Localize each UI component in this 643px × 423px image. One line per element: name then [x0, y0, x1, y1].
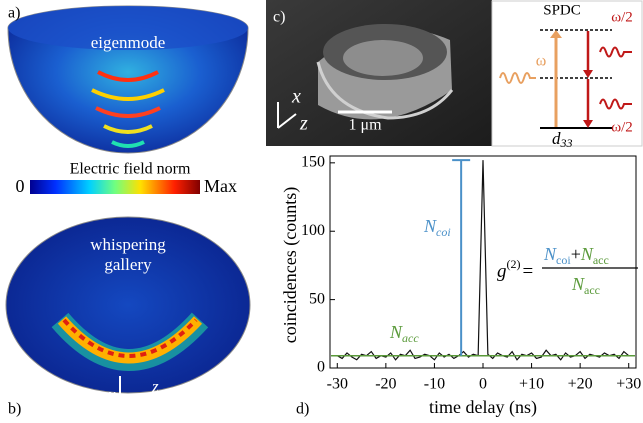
n-sub: coi — [556, 253, 571, 267]
panel-a: a) eigenmode — [7, 5, 249, 154]
y-axis-title: coincidences (counts) — [280, 187, 301, 343]
x-tick-label: -10 — [424, 376, 445, 393]
x-tick-label: +20 — [568, 376, 593, 393]
idler-label: ω/2 — [611, 119, 633, 135]
y-tick-label: 50 — [309, 290, 325, 307]
panel-title: whispering — [90, 235, 166, 254]
n-acc-label: Nacc — [389, 322, 419, 345]
x-tick-label: -20 — [375, 376, 396, 393]
y-tick-label: 0 — [317, 359, 325, 376]
g: g — [497, 261, 507, 282]
disk — [343, 40, 423, 76]
n-sub: acc — [402, 331, 419, 345]
whispering-map — [5, 216, 251, 394]
n-coi-label: Ncoi — [423, 216, 451, 239]
axes-icon — [119, 376, 148, 399]
axes-icon — [277, 102, 297, 129]
panel-title: gallery — [104, 255, 152, 274]
idler-wave — [599, 98, 632, 110]
pump-label: ω — [536, 53, 547, 70]
coincidence-trace — [336, 160, 630, 361]
coefficient: d33 — [552, 129, 573, 150]
n-base: N — [580, 244, 594, 264]
transitions — [550, 30, 593, 128]
signal-wave — [599, 46, 632, 58]
colorbar-min: 0 — [16, 176, 25, 196]
field-peaks — [62, 318, 198, 358]
colorbar-max: Max — [204, 176, 237, 196]
x-axis-title: time delay (ns) — [429, 397, 537, 418]
formula-denominator: Nacc — [571, 274, 600, 297]
field-hotspots — [91, 70, 165, 148]
energy-levels — [540, 29, 612, 129]
n-sub: acc — [584, 283, 600, 297]
n-sub: acc — [593, 253, 609, 267]
signal-label: ω/2 — [611, 9, 633, 25]
formula-lhs: g(2) = — [497, 257, 533, 283]
y-tick-label: 150 — [301, 154, 325, 171]
x-tick-label: +30 — [616, 376, 641, 393]
n-base: N — [389, 322, 403, 342]
formula-numerator: Ncoi+Nacc — [543, 244, 609, 267]
axis-z: z — [299, 113, 308, 135]
axis-x: x — [291, 86, 301, 108]
equals: = — [523, 261, 534, 282]
panel-b: whispering gallery x z b) — [5, 216, 251, 418]
n-base: N — [423, 216, 437, 236]
colorbar: Electric field norm 0 Max — [16, 161, 238, 196]
pump-wave — [499, 72, 536, 84]
x-tick-label: -30 — [327, 376, 348, 393]
ring-edge — [316, 61, 454, 120]
panel-label: c) — [273, 9, 285, 26]
n-base: N — [571, 274, 585, 294]
g-sup: (2) — [507, 257, 521, 271]
n-sub: coi — [436, 225, 451, 239]
panel-c: 1 μm x z c) SPDC ω ω/2 ω/2 d33 — [266, 0, 643, 150]
x-tick-label: +10 — [519, 376, 544, 393]
panel-label: a) — [8, 5, 20, 22]
coefficient-base: d — [552, 129, 561, 148]
axis-x: x — [107, 385, 116, 404]
top-face — [8, 6, 248, 50]
n-base: N — [543, 244, 557, 264]
colorbar-title: Electric field norm — [70, 161, 191, 178]
plus: + — [571, 244, 581, 264]
panel-title: eigenmode — [91, 33, 166, 52]
coefficient-sub: 33 — [560, 136, 573, 150]
y-tick-label: 100 — [301, 222, 325, 239]
panel-label: b) — [8, 401, 21, 418]
x-tick-label: 0 — [479, 376, 487, 393]
panel-d: d) time delay (ns) coincidences (counts)… — [280, 154, 641, 419]
process-label: SPDC — [543, 2, 581, 18]
axis-z: z — [151, 377, 159, 396]
scale-bar-label: 1 μm — [348, 117, 382, 134]
panel-label: d) — [296, 401, 309, 418]
colorbar-gradient — [30, 180, 200, 194]
